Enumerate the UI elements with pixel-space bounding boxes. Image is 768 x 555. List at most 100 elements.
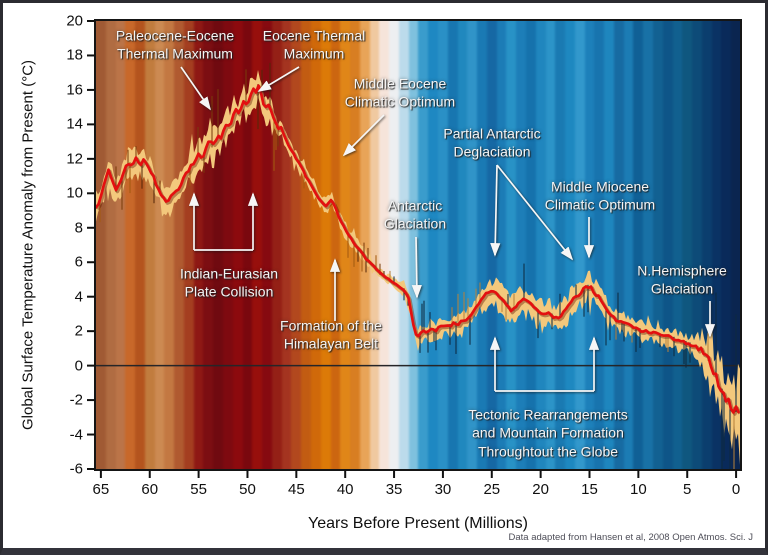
climate-stripe: [467, 21, 479, 469]
climate-stripe: [662, 21, 674, 469]
annotation-indian-eurasian-plate-collision: Indian-Eurasian Plate Collision: [179, 265, 279, 300]
climate-stripe: [144, 21, 156, 469]
climate-stripe: [438, 21, 449, 469]
climate-stripe: [125, 21, 137, 469]
x-tick-label: 10: [630, 481, 647, 498]
climate-stripe: [174, 21, 185, 469]
climate-stripe: [535, 21, 547, 469]
climate-stripe: [154, 21, 166, 469]
climate-stripe: [408, 21, 420, 469]
climate-stripe: [623, 21, 635, 469]
annotation-etm: Eocene Thermal Maximum: [262, 27, 366, 62]
climate-stripe: [183, 21, 195, 469]
climate-stripe: [477, 21, 488, 469]
y-tick-label: 20: [66, 12, 83, 30]
climate-stripe: [232, 21, 244, 469]
x-tick-label: 20: [532, 481, 549, 498]
climate-stripe: [359, 21, 371, 469]
climate-stripe: [310, 21, 322, 469]
climate-stripe: [193, 21, 205, 469]
y-tick-label: 2: [74, 322, 83, 340]
y-tick-label: -6: [69, 460, 83, 478]
climate-stripe: [682, 21, 694, 469]
climate-stripe: [96, 21, 107, 469]
annotation-meco: Middle Eocene Climatic Optimum: [344, 75, 456, 110]
climate-stripe: [418, 21, 430, 469]
climate-stripe: [320, 21, 332, 469]
climate-stripe: [565, 21, 576, 469]
climate-stripe: [643, 21, 655, 469]
x-tick-label: 25: [483, 481, 501, 498]
climate-stripe: [604, 21, 615, 469]
x-tick-label: 65: [92, 481, 110, 498]
climate-stripe: [389, 21, 400, 469]
y-tick-label: 6: [74, 253, 83, 271]
climate-stripe: [613, 21, 625, 469]
y-tick-label: 14: [66, 115, 83, 133]
climate-stripe: [271, 21, 283, 469]
y-tick-label: 18: [66, 46, 83, 64]
annotation-tectonic-rearrangements: Tectonic Rearrangements and Mountain Form…: [468, 406, 628, 460]
climate-stripe: [164, 21, 176, 469]
x-tick-label: 40: [336, 481, 354, 498]
x-tick-label: 55: [190, 481, 207, 498]
annotation-antarctic-glaciation: Antarctic Glaciation: [383, 197, 447, 232]
annotation-mmco: Middle Miocene Climatic Optimum: [544, 178, 656, 213]
climate-stripe: [242, 21, 254, 469]
climate-stripe: [281, 21, 293, 469]
annotation-himalayan-belt: Formation of the Himalayan Belt: [280, 317, 382, 352]
y-tick-label: 4: [74, 288, 83, 306]
climate-stripe: [262, 21, 273, 469]
annotation-arrows-layer: [180, 66, 716, 392]
chart-canvas: [87, 20, 740, 478]
climate-stripe: [545, 21, 557, 469]
source-caption: Data adapted from Hansen et al, 2008 Ope…: [508, 532, 754, 543]
climate-stripe: [252, 21, 264, 469]
x-tick-label: 45: [287, 481, 305, 498]
climate-stripe: [135, 21, 146, 469]
x-tick-label: 0: [731, 481, 741, 498]
x-tick-label: 35: [385, 481, 403, 498]
y-tick-label: 10: [66, 184, 83, 202]
climate-stripe: [701, 21, 713, 469]
annotation-partial-antarctic-deglaciation: Partial Antarctic Deglaciation: [443, 125, 541, 160]
y-tick-label: 12: [66, 150, 83, 168]
climate-stripe: [105, 21, 117, 469]
climate-stripe: [330, 21, 342, 469]
x-tick-label: 15: [581, 481, 598, 498]
x-tick-label: 50: [239, 481, 256, 498]
y-tick-label: 8: [74, 219, 83, 237]
x-tick-label: 5: [683, 481, 692, 498]
y-tick-label: -4: [69, 426, 83, 444]
climate-stripe: [115, 21, 127, 469]
climate-stripe: [340, 21, 352, 469]
climate-stripe: [692, 21, 703, 469]
y-tick-label: -2: [69, 391, 83, 409]
climate-stripe: [301, 21, 312, 469]
annotation-n-hemisphere-glaciation: N.Hemisphere Glaciation: [637, 262, 727, 297]
x-tick-label: 60: [141, 481, 159, 498]
climate-stripe: [516, 21, 527, 469]
climate-stripe: [369, 21, 381, 469]
y-tick-label: 16: [66, 81, 83, 99]
climate-stripe: [506, 21, 518, 469]
climate-stripe: [594, 21, 606, 469]
x-axis-title: Years Before Present (Millions): [308, 515, 528, 532]
climate-stripe: [574, 21, 586, 469]
climate-stripe: [213, 21, 225, 469]
climate-stripe: [496, 21, 508, 469]
climate-stripe: [653, 21, 664, 469]
climate-stripe: [633, 21, 645, 469]
climate-stripe: [203, 21, 215, 469]
climate-stripe: [447, 21, 459, 469]
climate-stripe: [584, 21, 596, 469]
climate-stripe: [398, 21, 410, 469]
climate-stripe: [731, 21, 740, 469]
climate-stripe: [291, 21, 303, 469]
temperature-line: [96, 84, 740, 414]
climate-stripe: [457, 21, 469, 469]
climate-stripes-background: [96, 21, 740, 469]
climate-stripe: [428, 21, 440, 469]
climate-stripe: [525, 21, 537, 469]
